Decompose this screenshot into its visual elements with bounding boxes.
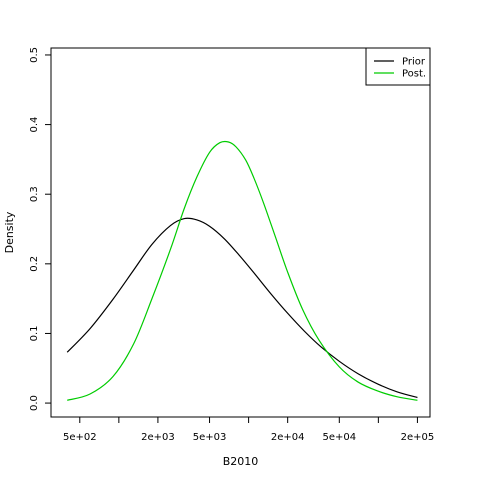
y-tick-label: 0.5 bbox=[29, 47, 40, 63]
x-axis: 5e+02 2e+03 5e+03 2e+04 5e+04 2e+05 bbox=[63, 417, 434, 443]
y-tick-label: 0.1 bbox=[29, 325, 40, 341]
x-tick-label: 5e+02 bbox=[63, 432, 97, 443]
x-tick-label: 2e+05 bbox=[401, 432, 435, 443]
legend-label: Post. bbox=[402, 69, 426, 80]
x-tick-label: 2e+03 bbox=[141, 432, 175, 443]
x-axis-label: B2010 bbox=[223, 455, 259, 468]
series-curves bbox=[66, 140, 418, 401]
legend-box bbox=[365, 47, 431, 86]
x-tick-label: 2e+04 bbox=[271, 432, 305, 443]
y-axis: 0.0 0.1 0.2 0.3 0.4 0.5 bbox=[29, 47, 51, 411]
plot-frame bbox=[50, 47, 431, 418]
series-line-post bbox=[67, 140, 418, 401]
legend-label: Prior bbox=[402, 57, 426, 68]
y-axis-label: Density bbox=[3, 211, 16, 253]
y-tick-label: 0.2 bbox=[29, 256, 40, 272]
series-line-prior bbox=[66, 217, 418, 399]
y-tick-label: 0.0 bbox=[29, 395, 40, 411]
x-tick-label: 5e+03 bbox=[193, 432, 227, 443]
y-tick-label: 0.3 bbox=[29, 186, 40, 202]
y-tick-label: 0.4 bbox=[29, 117, 40, 133]
x-tick-label: 5e+04 bbox=[322, 432, 356, 443]
